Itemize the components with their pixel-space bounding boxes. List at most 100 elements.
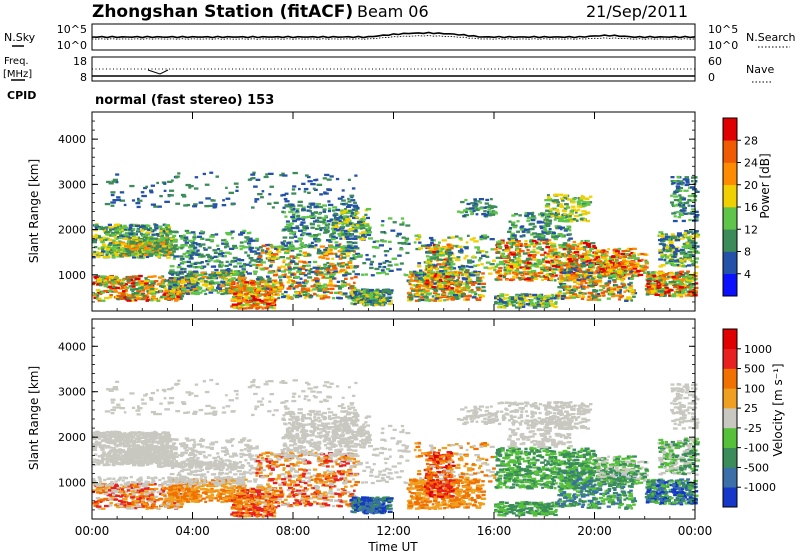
power-cell xyxy=(320,229,323,231)
power-cell xyxy=(186,287,189,289)
power-cell xyxy=(281,211,284,213)
noise-sky-series xyxy=(92,33,695,38)
power-cell xyxy=(571,206,575,208)
power-cell xyxy=(154,242,158,244)
power-cell xyxy=(478,207,483,209)
power-cell xyxy=(580,255,584,257)
power-cell xyxy=(169,277,174,279)
power-cell xyxy=(378,302,381,304)
power-cell xyxy=(317,238,321,240)
power-cell xyxy=(552,200,556,202)
power-cell xyxy=(524,294,529,296)
power-cell xyxy=(317,248,320,250)
power-cell xyxy=(221,264,224,266)
power-cell xyxy=(141,225,146,227)
power-cell xyxy=(578,200,583,202)
power-cell xyxy=(557,211,560,213)
power-cell xyxy=(547,196,551,198)
power-cell xyxy=(327,284,333,286)
power-cell xyxy=(135,225,140,227)
power-cell xyxy=(127,281,131,283)
power-cell xyxy=(106,254,109,256)
power-cell xyxy=(307,276,312,278)
power-cell xyxy=(304,279,307,281)
power-cell xyxy=(553,252,558,254)
power-cell xyxy=(547,295,551,297)
power-cell xyxy=(418,247,423,249)
power-cell xyxy=(177,283,180,285)
power-cell xyxy=(93,251,96,253)
power-cell xyxy=(455,259,460,261)
power-cell xyxy=(217,292,220,294)
power-cell xyxy=(454,273,458,275)
power-cell xyxy=(340,246,345,248)
power-cell xyxy=(549,300,553,302)
power-cell xyxy=(326,226,329,228)
power-cell xyxy=(576,220,579,222)
power-cell xyxy=(493,211,497,213)
power-cell xyxy=(504,250,509,252)
power-cell xyxy=(498,267,502,269)
power-cell xyxy=(476,299,482,301)
power-cell xyxy=(151,234,154,236)
power-cell xyxy=(241,304,245,306)
power-cell xyxy=(134,292,140,294)
power-cell xyxy=(299,244,303,246)
power-cell xyxy=(554,209,559,211)
power-cell xyxy=(474,205,478,207)
power-cell xyxy=(291,283,294,285)
power-cell xyxy=(347,241,352,243)
power-cell xyxy=(286,295,290,297)
power-cell xyxy=(425,299,430,301)
power-cell xyxy=(496,276,500,278)
power-cell xyxy=(291,204,294,206)
power-cell xyxy=(126,287,129,289)
power-cell xyxy=(582,196,586,198)
power-cell xyxy=(511,214,515,216)
power-cell xyxy=(219,261,224,263)
power-cell xyxy=(190,289,193,291)
power-cell xyxy=(201,261,204,263)
power-cell xyxy=(572,265,575,267)
power-cell xyxy=(623,286,627,288)
power-cell xyxy=(430,248,434,250)
power-cell xyxy=(195,252,199,254)
power-cell xyxy=(555,301,558,303)
power-cell xyxy=(300,278,303,280)
power-cell xyxy=(140,287,144,289)
power-cell xyxy=(101,300,106,302)
power-cell xyxy=(322,276,325,278)
power-cell xyxy=(418,242,421,244)
power-cell xyxy=(447,249,451,251)
power-cell xyxy=(525,246,528,248)
power-cell xyxy=(247,242,251,244)
power-cell xyxy=(319,251,324,253)
power-cell xyxy=(155,253,159,255)
power-cell xyxy=(326,258,330,260)
power-cell xyxy=(472,296,477,298)
power-cell xyxy=(549,208,553,210)
power-cell xyxy=(247,307,251,309)
power-cell xyxy=(565,216,568,218)
power-cell xyxy=(435,278,439,280)
power-cell xyxy=(547,253,550,255)
power-cell xyxy=(325,230,330,232)
power-cell xyxy=(546,270,550,272)
power-cell xyxy=(623,291,626,293)
power-cell xyxy=(173,258,176,260)
power-cell xyxy=(506,266,510,268)
power-cell xyxy=(549,278,553,280)
power-cell xyxy=(122,226,127,228)
power-cell xyxy=(92,241,97,243)
power-cell xyxy=(438,274,442,276)
power-cell xyxy=(540,267,545,269)
power-cell xyxy=(560,203,563,205)
power-cell xyxy=(516,231,520,233)
power-cell xyxy=(208,256,213,258)
power-cell xyxy=(341,280,345,282)
power-cell xyxy=(129,227,133,229)
power-cell xyxy=(540,254,545,256)
power-cell xyxy=(415,294,420,296)
power-cell xyxy=(531,299,534,301)
power-cell xyxy=(473,198,477,200)
